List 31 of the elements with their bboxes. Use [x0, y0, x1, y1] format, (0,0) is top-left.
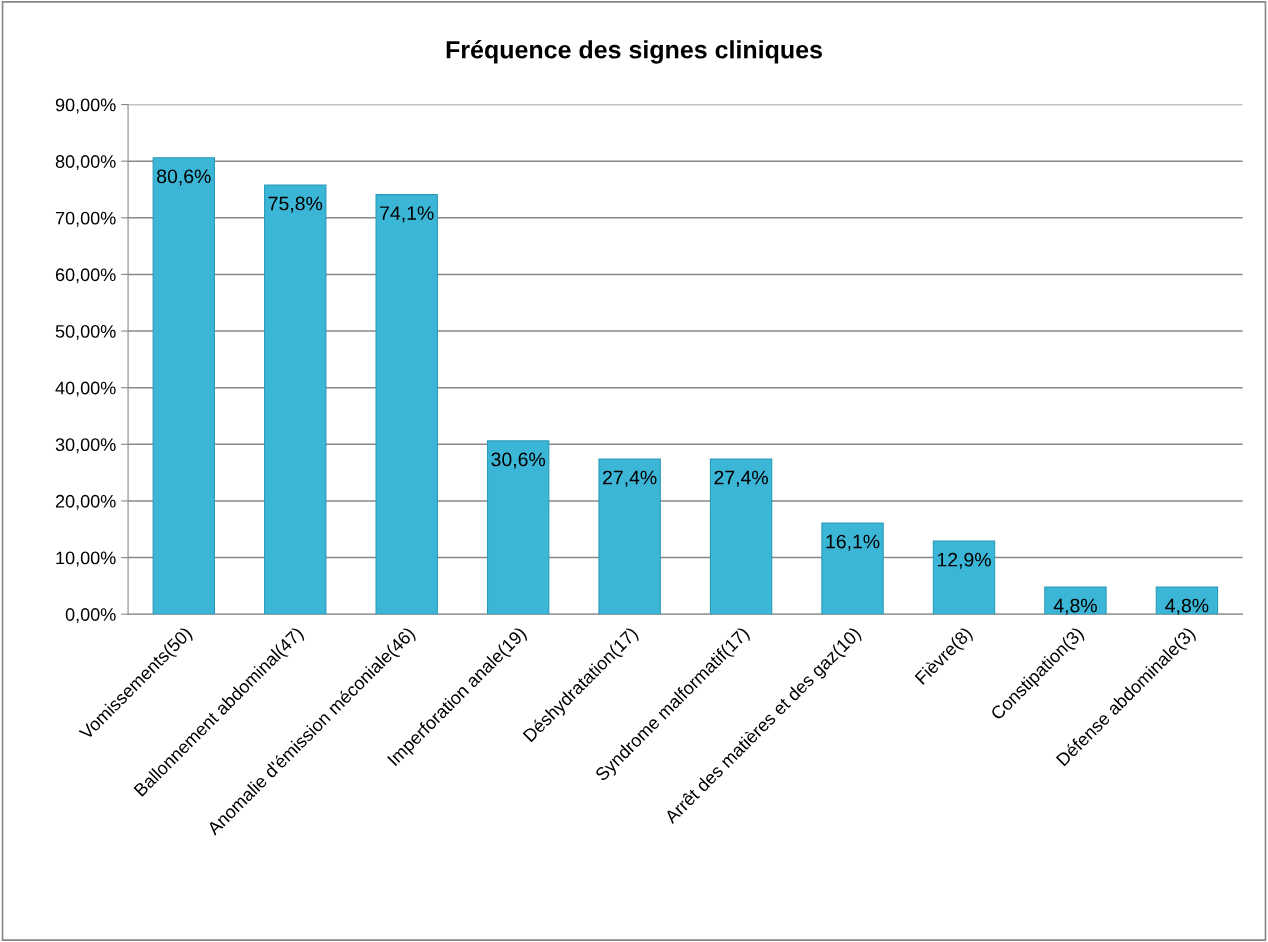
data-label: 75,8%: [268, 196, 323, 213]
bar: [709, 458, 773, 615]
bar: [1155, 586, 1219, 615]
data-label: 4,8%: [1053, 598, 1097, 615]
bar: [598, 458, 661, 615]
bar: [152, 157, 216, 615]
y-tick-label: 60,00%: [55, 268, 116, 284]
bar: [932, 540, 996, 615]
data-label: 80,6%: [157, 169, 211, 186]
y-tick-label: 20,00%: [55, 494, 116, 510]
y-tick-label: 0,00%: [65, 608, 116, 624]
bar: [375, 194, 438, 615]
data-label: 74,1%: [380, 206, 434, 223]
data-label: 16,1%: [826, 534, 880, 551]
data-label: 27,4%: [714, 470, 768, 487]
data-label: 27,4%: [603, 470, 657, 487]
y-tick-label: 90,00%: [55, 98, 116, 114]
chart-title: Fréquence des signes cliniques: [446, 39, 822, 64]
y-tick-label: 30,00%: [55, 438, 116, 454]
bar: [264, 184, 327, 615]
data-label: 12,9%: [937, 552, 991, 569]
y-tick-label: 10,00%: [56, 551, 116, 567]
y-tick-label: 50,00%: [55, 325, 116, 340]
data-label: 4,8%: [1165, 598, 1209, 615]
y-tick-label: 70,00%: [55, 211, 116, 227]
y-tick-label: 80,00%: [55, 155, 116, 171]
y-tick-label: 40,00%: [55, 381, 116, 397]
bar: [821, 522, 884, 615]
bar: [486, 440, 550, 615]
bar: [1044, 586, 1107, 615]
data-label: 30,6%: [491, 452, 546, 469]
